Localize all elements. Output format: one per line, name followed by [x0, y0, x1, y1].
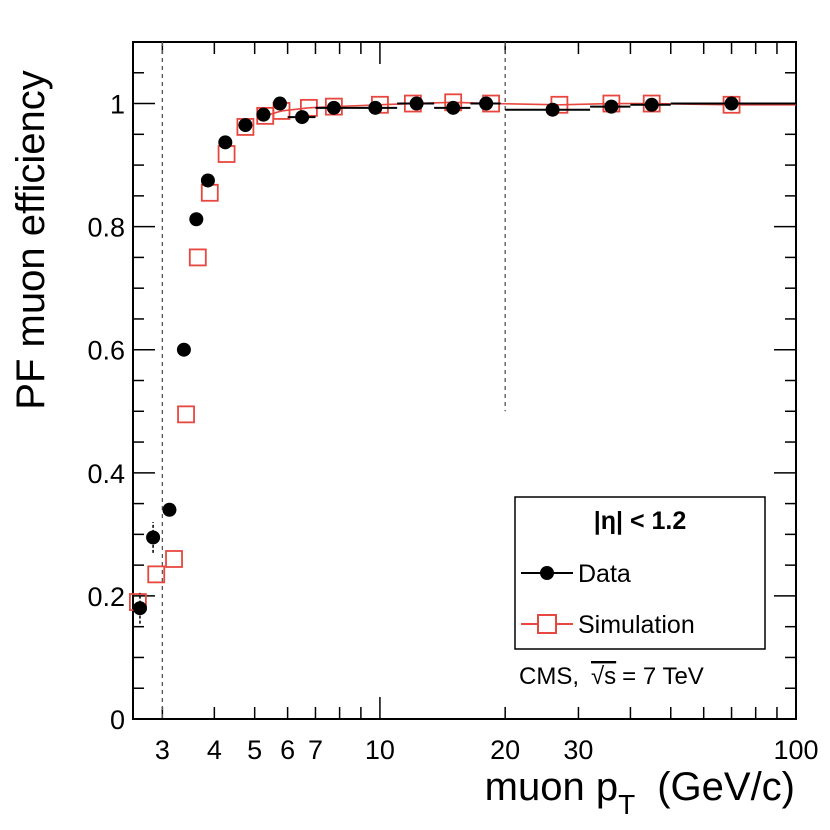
y-tick-label: 0	[110, 705, 125, 735]
axis-ticks	[133, 41, 797, 720]
x-tick-label: 3	[155, 735, 170, 765]
data-point	[189, 212, 204, 227]
data-point	[295, 110, 310, 125]
x-tick-label: 100	[773, 735, 818, 765]
x-axis-title-main: muon p	[485, 765, 618, 809]
note-suffix: = 7 TeV	[622, 663, 704, 690]
x-tick-label: 4	[207, 735, 222, 765]
simulation-point	[188, 248, 207, 267]
legend-data-marker	[540, 566, 554, 580]
data-point	[446, 100, 461, 115]
y-axis-title: PF muon efficiency	[9, 70, 53, 409]
legend-sim-marker	[537, 614, 557, 634]
x-axis-title: muon pT (GeV/c)	[485, 765, 795, 820]
y-tick-label: 0.8	[87, 213, 125, 243]
data-point	[162, 502, 177, 517]
y-tick-label: 0.6	[87, 336, 125, 366]
x-tick-label: 10	[365, 735, 395, 765]
data-point	[176, 342, 191, 357]
data-point	[724, 96, 739, 111]
legend-header: |η| < 1.2	[594, 507, 687, 535]
x-tick-label: 30	[563, 735, 593, 765]
x-tick-label: 7	[308, 735, 323, 765]
data-point	[368, 100, 383, 115]
x-tick-label: 20	[490, 735, 520, 765]
data-point	[409, 96, 424, 111]
y-tick-label: 1	[110, 90, 125, 120]
x-tick-label: 5	[247, 735, 262, 765]
note-sqrt: √s	[591, 663, 616, 690]
data-point	[272, 96, 287, 111]
data-point	[146, 530, 161, 545]
legend: |η| < 1.2 Data Simulation	[514, 496, 766, 650]
data-point	[238, 118, 253, 133]
data-point	[132, 601, 147, 616]
x-axis-title-unit: (GeV/c)	[657, 765, 795, 809]
legend-sim-label: Simulation	[578, 611, 695, 639]
x-tick-label: 6	[280, 735, 295, 765]
x-axis-title-sub: T	[618, 789, 635, 820]
simulation-point	[165, 550, 183, 568]
data-point	[604, 99, 619, 114]
data-point	[644, 97, 659, 112]
data-point	[326, 100, 341, 115]
data-point	[545, 102, 560, 117]
tick-labels: 0 0.2 0.4 0.6 0.8 1 3 4 5 6 7 10 20 30 100	[87, 90, 818, 765]
simulation-point	[147, 565, 166, 584]
legend-data-label: Data	[578, 560, 631, 588]
y-tick-label: 0.2	[87, 582, 125, 612]
simulation-point	[177, 405, 195, 424]
data-point	[200, 173, 215, 188]
y-tick-label: 0.4	[87, 459, 125, 489]
data-series	[132, 96, 796, 624]
data-point	[218, 135, 233, 150]
data-point	[479, 96, 494, 111]
simulation-line-segment	[281, 107, 309, 112]
experiment-note: CMS, √s = 7 TeV	[519, 663, 704, 690]
note-prefix: CMS,	[519, 663, 579, 690]
reference-lines	[161, 42, 506, 719]
data-point	[256, 107, 271, 122]
